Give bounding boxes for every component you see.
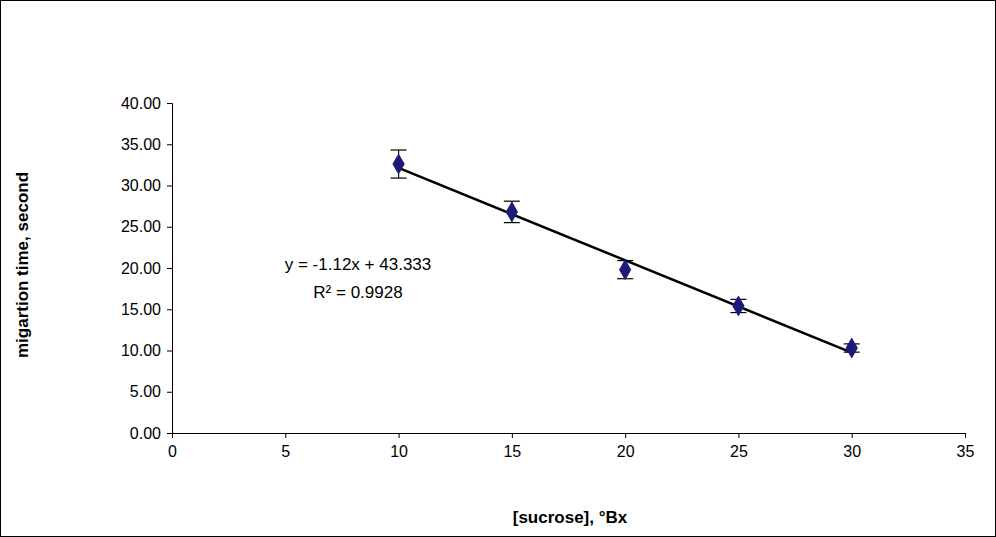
x-tick-label: 5 — [281, 443, 290, 460]
x-tick: 35 — [957, 433, 975, 460]
point — [506, 202, 517, 222]
y-axis-title: migartion time, second — [13, 172, 32, 358]
x-axis: 0 5 10 15 20 25 30 35 — [168, 433, 974, 460]
y-tick: 40.00 — [121, 95, 172, 112]
x-tick-label: 15 — [503, 443, 521, 460]
y-tick-mark — [167, 268, 172, 269]
x-axis-title: [sucrose], °Bx — [513, 508, 628, 527]
y-tick-mark — [167, 309, 172, 310]
error-bar — [617, 261, 633, 279]
y-tick-mark — [167, 227, 172, 228]
point — [733, 296, 744, 316]
y-tick: 20.00 — [121, 260, 172, 277]
x-tick: 5 — [281, 433, 290, 460]
x-tick: 10 — [390, 433, 408, 460]
y-tick: 15.00 — [121, 301, 172, 318]
series — [391, 150, 860, 358]
y-tick-mark — [167, 433, 172, 434]
error-bar — [504, 201, 520, 222]
error-bar — [391, 150, 407, 178]
point — [393, 154, 404, 174]
y-tick-mark — [167, 144, 172, 145]
x-tick-label: 30 — [843, 443, 861, 460]
y-axis: 0.00 5.00 10.00 15.00 20.00 25.00 30.00 35.00 40… — [121, 95, 173, 442]
x-tick-label: 25 — [730, 443, 748, 460]
y-tick-label: 25.00 — [121, 218, 161, 235]
x-tick-mark — [285, 433, 286, 438]
y-tick-label: 40.00 — [121, 95, 161, 112]
plot-area — [391, 150, 860, 358]
x-tick: 0 — [168, 433, 177, 460]
y-axis-line — [167, 104, 173, 434]
y-tick: 5.00 — [130, 383, 172, 400]
y-tick-label: 5.00 — [130, 383, 161, 400]
x-tick-mark — [399, 433, 400, 438]
y-tick: 0.00 — [130, 425, 172, 442]
point — [846, 338, 857, 358]
y-tick-label: 15.00 — [121, 301, 161, 318]
error-bar-cap — [391, 149, 407, 150]
x-axis-line — [173, 434, 966, 439]
x-tick-label: 0 — [168, 443, 177, 460]
y-tick: 25.00 — [121, 218, 172, 235]
point — [620, 260, 631, 280]
y-tick-label: 30.00 — [121, 177, 161, 194]
x-tick-mark — [738, 433, 739, 438]
y-tick-mark — [167, 103, 172, 104]
chart-border — [1, 1, 996, 537]
x-tick-mark — [625, 433, 626, 438]
y-tick: 35.00 — [121, 136, 172, 153]
trendline — [399, 168, 852, 353]
x-tick-mark — [852, 433, 853, 438]
x-tick-label: 10 — [390, 443, 408, 460]
x-tick-mark — [965, 433, 966, 438]
x-tick-label: 35 — [957, 443, 975, 460]
annotation: y = -1.12x + 43.333 — [285, 255, 432, 274]
y-tick: 30.00 — [121, 177, 172, 194]
y-tick-label: 10.00 — [121, 342, 161, 359]
annotation: R² = 0.9928 — [313, 283, 402, 302]
y-tick-mark — [167, 186, 172, 187]
y-tick-mark — [167, 392, 172, 393]
x-tick: 25 — [730, 433, 748, 460]
error-bar-cap — [391, 177, 407, 178]
y-tick-label: 20.00 — [121, 260, 161, 277]
x-tick-label: 20 — [617, 443, 635, 460]
x-tick-mark — [512, 433, 513, 438]
y-tick-label: 35.00 — [121, 136, 161, 153]
x-tick: 15 — [503, 433, 521, 460]
chart: 0.00 5.00 10.00 15.00 20.00 25.00 30.00 35.00 40… — [0, 0, 996, 537]
x-tick: 20 — [617, 433, 635, 460]
x-tick-mark — [172, 433, 173, 438]
y-tick-mark — [167, 351, 172, 352]
y-tick-label: 0.00 — [130, 425, 161, 442]
x-tick: 30 — [843, 433, 861, 460]
y-tick: 10.00 — [121, 342, 172, 359]
